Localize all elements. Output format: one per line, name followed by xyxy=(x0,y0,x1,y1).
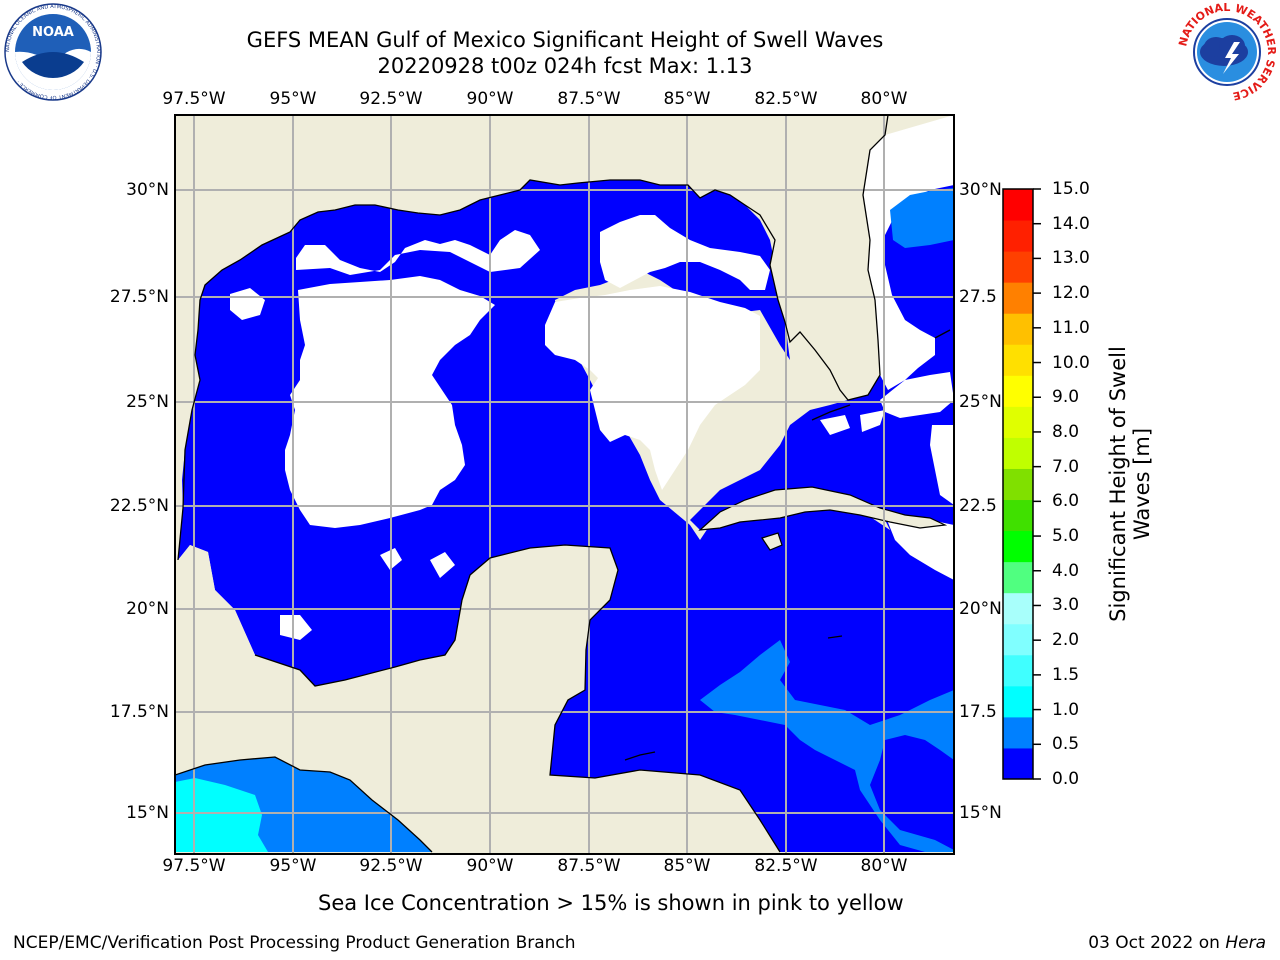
nws-logo: NATIONAL WEATHER SERVICE xyxy=(1176,2,1278,102)
svg-text:NOAA: NOAA xyxy=(32,25,74,40)
colorbar-segment xyxy=(1003,406,1033,438)
colorbar-segment xyxy=(1003,592,1033,625)
colorbar-frame xyxy=(1002,188,1034,780)
pacific-high-swell-patch xyxy=(175,778,268,852)
graticule xyxy=(175,115,954,854)
lat-label-left: 20°N xyxy=(126,599,169,619)
colorbar-segment xyxy=(1003,685,1033,718)
colorbar-segment xyxy=(1003,468,1033,501)
generation-date: 03 Oct 2022 on Hera xyxy=(1088,933,1266,953)
colorbar-tick-label: 3.0 xyxy=(1052,595,1080,616)
colorbar-segment xyxy=(1003,189,1033,221)
sea-ice-footnote: Sea Ice Concentration > 15% is shown in … xyxy=(318,891,904,915)
lat-label-left: 17.5°N xyxy=(109,702,169,722)
colorbar-segment xyxy=(1003,499,1033,532)
lon-label-bottom: 90°W xyxy=(466,856,514,876)
colorbar-tick-label: 2.0 xyxy=(1052,630,1080,651)
lon-label-bottom: 82.5°W xyxy=(754,856,818,876)
map-frame xyxy=(174,114,955,855)
colorbar-tick-label: 0.0 xyxy=(1052,769,1080,789)
florida-peninsula-land xyxy=(720,115,954,400)
lat-label-left: 22.5°N xyxy=(109,496,169,516)
colorbar-tick-label: 14.0 xyxy=(1052,213,1090,234)
colorbar-segment xyxy=(1003,344,1033,376)
gulf-calm-patch xyxy=(230,115,954,640)
central-america-land xyxy=(175,545,780,852)
colorbar-tick-label: 4.0 xyxy=(1052,560,1080,581)
colorbar-label: Significant Height of Swell Waves [m] xyxy=(1103,314,1157,654)
producer-credit: NCEP/EMC/Verification Post Processing Pr… xyxy=(13,933,576,953)
host-name: Hera xyxy=(1225,933,1266,953)
colorbar-tick-label: 10.0 xyxy=(1052,352,1090,373)
colorbar-label-line1: Significant Height of Swell xyxy=(1106,346,1130,622)
lat-label-right: 15°N xyxy=(959,803,1002,823)
colorbar-tick-label: 8.0 xyxy=(1052,421,1080,442)
colorbar-segment xyxy=(1003,747,1033,780)
lon-label-bottom: 92.5°W xyxy=(359,856,423,876)
lon-label-bottom: 95°W xyxy=(269,856,317,876)
colorbar-segment xyxy=(1003,716,1033,749)
lon-label-top: 85°W xyxy=(663,89,711,109)
page-title: GEFS MEAN Gulf of Mexico Significant Hei… xyxy=(246,28,884,52)
noaa-logo: NOAA NATIONAL OCEANIC AND ATMOSPHERIC AD… xyxy=(4,3,102,101)
caribbean-swell-patch xyxy=(700,188,954,852)
colorbar-tick-label: 5.0 xyxy=(1052,526,1080,547)
forecast-subtitle: 20220928 t00z 024h fcst Max: 1.13 xyxy=(377,54,753,78)
lon-label-bottom: 97.5°W xyxy=(162,856,226,876)
lon-label-bottom: 80°W xyxy=(860,856,908,876)
colorbar xyxy=(1002,188,1041,780)
lat-label-right: 27.5 xyxy=(959,287,997,307)
colorbar-tick-label: 0.5 xyxy=(1052,734,1080,755)
lon-label-top: 82.5°W xyxy=(754,89,818,109)
colorbar-segment xyxy=(1003,220,1033,252)
colorbar-segment xyxy=(1003,375,1033,407)
lon-label-top: 92.5°W xyxy=(359,89,423,109)
lon-label-top: 97.5°W xyxy=(162,89,226,109)
colorbar-tick-label: 15.0 xyxy=(1052,179,1090,199)
lat-label-right: 30°N xyxy=(959,180,1002,200)
colorbar-segment xyxy=(1003,282,1033,314)
colorbar-tick-label: 1.5 xyxy=(1052,664,1080,685)
lat-label-left: 27.5°N xyxy=(109,287,169,307)
colorbar-segment xyxy=(1003,561,1033,594)
colorbar-segment xyxy=(1003,313,1033,345)
lat-label-left: 30°N xyxy=(126,180,169,200)
lat-label-left: 15°N xyxy=(126,803,169,823)
colorbar-tick-label: 6.0 xyxy=(1052,491,1080,512)
colorbar-tick-label: 12.0 xyxy=(1052,283,1090,304)
lon-label-top: 95°W xyxy=(269,89,317,109)
lat-label-right: 22.5 xyxy=(959,496,997,516)
colorbar-tick-label: 1.0 xyxy=(1052,699,1080,720)
colorbar-segment xyxy=(1003,530,1033,563)
lat-label-left: 25°N xyxy=(126,392,169,412)
isla-juventud-land xyxy=(761,532,783,551)
colorbar-label-line2: Waves [m] xyxy=(1130,427,1154,541)
colorbar-tick-label: 11.0 xyxy=(1052,317,1090,338)
lat-label-right: 17.5 xyxy=(959,702,997,722)
generation-date-text: 03 Oct 2022 on xyxy=(1088,933,1226,953)
colorbar-segment xyxy=(1003,251,1033,283)
lon-label-top: 87.5°W xyxy=(557,89,621,109)
colorbar-segment xyxy=(1003,623,1033,656)
lon-label-bottom: 85°W xyxy=(663,856,711,876)
coastlines xyxy=(175,115,951,853)
lon-label-top: 90°W xyxy=(466,89,514,109)
colorbar-tick-label: 13.0 xyxy=(1052,248,1090,269)
colorbar-tick-label: 9.0 xyxy=(1052,387,1080,408)
colorbar-segment xyxy=(1003,654,1033,687)
lon-label-top: 80°W xyxy=(860,89,908,109)
colorbar-tick-label: 7.0 xyxy=(1052,456,1080,477)
lat-label-right: 25°N xyxy=(959,392,1002,412)
colorbar-segment xyxy=(1003,437,1033,469)
lat-label-right: 20°N xyxy=(959,599,1002,619)
lon-label-bottom: 87.5°W xyxy=(557,856,621,876)
